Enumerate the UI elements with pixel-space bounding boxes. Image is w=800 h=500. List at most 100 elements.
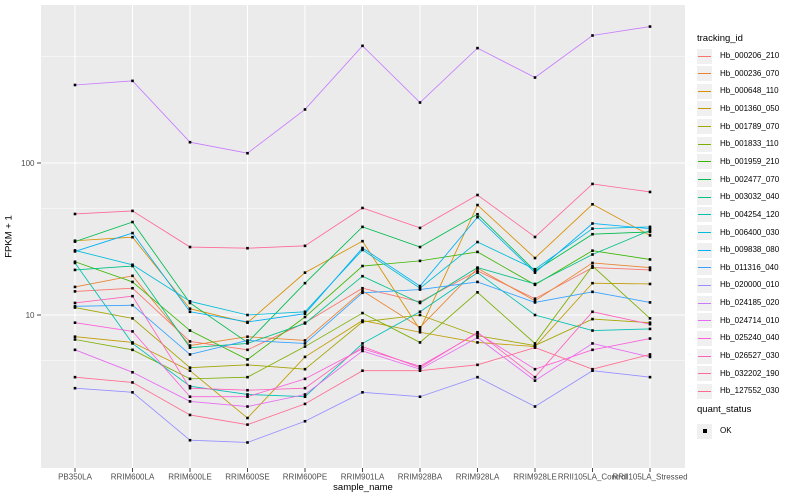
data-point (648, 321, 652, 324)
legend-key-swatch (697, 48, 712, 64)
legend-item-Hb_001789_070: Hb_001789_070 (697, 119, 779, 135)
data-point (418, 310, 422, 314)
legend-color-line (698, 179, 711, 181)
data-point (648, 268, 652, 272)
legend-item-label: Hb_011316_040 (720, 262, 779, 272)
data-point (73, 285, 77, 289)
legend-item-Hb_000648_110: Hb_000648_110 (697, 83, 779, 99)
legend-key-swatch (697, 348, 712, 364)
legend-key-swatch (697, 172, 712, 188)
legend-key-swatch (697, 423, 712, 439)
legend-item-Hb_026527_030: Hb_026527_030 (697, 348, 779, 364)
data-point (591, 290, 594, 294)
data-point (188, 384, 192, 388)
data-point (303, 386, 307, 390)
data-point (648, 234, 652, 237)
data-point (131, 286, 134, 290)
legend-item-label: Hb_004254_120 (720, 209, 780, 219)
data-point (648, 317, 652, 320)
data-point (361, 44, 364, 48)
data-point (303, 244, 307, 248)
data-point (73, 290, 77, 293)
legend-color-line (698, 249, 711, 251)
legend-color-line (698, 90, 711, 92)
data-point (246, 246, 249, 250)
data-point (361, 347, 364, 351)
data-point (591, 227, 594, 230)
legend-item-label: Hb_127552_030 (720, 386, 780, 396)
data-point (73, 212, 77, 216)
data-point (361, 248, 364, 252)
data-point (476, 271, 479, 274)
x-tick-label: RRIM600SE (225, 473, 269, 482)
legend-key-swatch (697, 66, 712, 82)
legend-key-swatch (697, 207, 712, 223)
data-point (188, 301, 192, 305)
data-point (188, 369, 192, 373)
data-point (476, 330, 479, 334)
legend-color-line (698, 320, 711, 322)
legend-item-Hb_024714_010: Hb_024714_010 (697, 313, 779, 329)
data-point (188, 329, 192, 332)
data-point (73, 250, 77, 253)
data-point (188, 438, 192, 442)
data-point (188, 413, 192, 417)
legend-item-label: Hb_000236_070 (720, 68, 780, 78)
data-point (476, 375, 479, 379)
data-point (648, 337, 652, 340)
data-point (476, 240, 479, 244)
legend-key-swatch (697, 225, 712, 240)
data-point (476, 193, 479, 197)
data-point (131, 274, 134, 278)
legend-item-label: Hb_000206_210 (720, 51, 780, 60)
data-point (303, 310, 307, 314)
data-point (361, 286, 364, 290)
data-point (533, 379, 537, 382)
data-point (188, 395, 192, 399)
data-point (418, 288, 422, 291)
data-point (418, 367, 422, 371)
data-point (591, 232, 594, 236)
data-point (591, 342, 594, 345)
legend-item-label: Hb_000648_110 (720, 86, 779, 96)
legend-item-Hb_000236_070: Hb_000236_070 (697, 66, 779, 82)
data-point (303, 322, 307, 325)
data-point (246, 388, 249, 392)
data-point (361, 369, 364, 373)
data-point (73, 240, 77, 243)
legend-color-line (698, 214, 711, 216)
legend-item-Hb_006400_030: Hb_006400_030 (697, 225, 779, 241)
data-point (418, 341, 422, 344)
legend-key-swatch (697, 366, 712, 382)
legend-item-Hb_032202_190: Hb_032202_190 (697, 366, 779, 382)
y-tick-labels: 100 10 (21, 159, 35, 320)
data-point (131, 235, 134, 239)
data-point (533, 301, 537, 304)
legend-item-label: Hb_024185_020 (720, 298, 780, 308)
data-point (188, 307, 192, 311)
data-point (361, 391, 364, 394)
data-point (591, 34, 594, 37)
x-tick-label: RRII105LA_Stressed (612, 473, 687, 482)
data-point (418, 301, 422, 305)
x-tick-label: RRII105LA_Control (558, 473, 628, 482)
legend-color-line (698, 337, 711, 339)
x-tick-label: RRIM928LA (456, 473, 500, 482)
legend-key-swatch (697, 189, 712, 205)
data-point (476, 334, 479, 338)
legend-item-Hb_025240_040: Hb_025240_040 (697, 330, 779, 346)
data-point (476, 212, 479, 216)
legend-color-line (698, 355, 711, 357)
data-point (73, 261, 77, 265)
data-point (131, 280, 134, 284)
data-point (188, 245, 192, 249)
legend-item-label: Hb_003032_040 (720, 192, 780, 202)
data-point (188, 377, 192, 381)
data-point (648, 230, 652, 234)
data-point (648, 353, 652, 356)
data-point (246, 335, 249, 338)
data-point (131, 294, 134, 298)
data-point (361, 349, 364, 353)
data-point (418, 366, 422, 370)
